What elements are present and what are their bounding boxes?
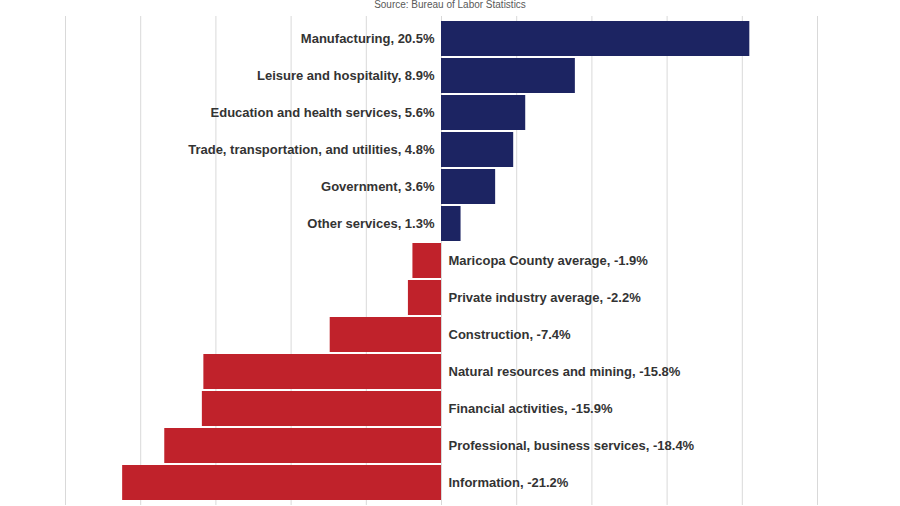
svg-text:Information, -21.2%: Information, -21.2%	[449, 475, 569, 490]
svg-text:Manufacturing, 20.5%: Manufacturing, 20.5%	[301, 31, 435, 46]
svg-text:Private industry average, -2.2: Private industry average, -2.2%	[449, 290, 642, 305]
svg-text:Other services, 1.3%: Other services, 1.3%	[307, 216, 435, 231]
svg-text:Professional, business service: Professional, business services, -18.4%	[449, 438, 695, 453]
svg-text:Maricopa County average, -1.9%: Maricopa County average, -1.9%	[449, 253, 649, 268]
html-text:Source: Bureau of Labor Statis: Source: Bureau of Labor Statistics	[374, 0, 526, 10]
svg-text:Natural resources and mining,: Natural resources and mining, -15.8%	[449, 364, 681, 379]
svg-text:Construction, -7.4%: Construction, -7.4%	[449, 327, 572, 342]
svg-text:Education and health services,: Education and health services, 5.6%	[211, 105, 435, 120]
svg-text:Leisure and hospitality, 8.9%: Leisure and hospitality, 8.9%	[257, 68, 435, 83]
svg-text:Trade, transportation, and uti: Trade, transportation, and utilities, 4.…	[188, 142, 435, 157]
svg-text:Financial activities, -15.9%: Financial activities, -15.9%	[449, 401, 613, 416]
svg-text:Government, 3.6%: Government, 3.6%	[321, 179, 435, 194]
